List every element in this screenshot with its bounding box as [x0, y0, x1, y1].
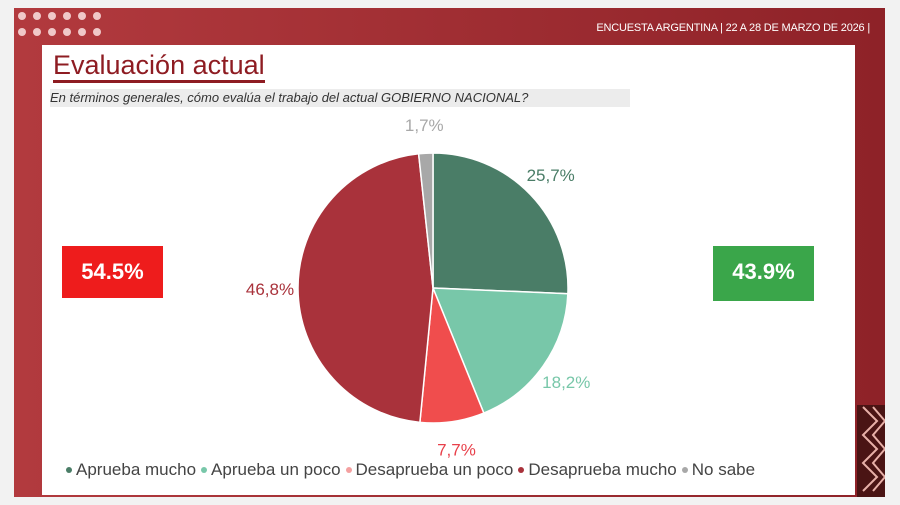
legend-dot-icon [681, 467, 688, 473]
legend-item: Desaprueba un poco [345, 460, 514, 480]
page-title: Evaluación actual [53, 50, 265, 83]
legend-label: Aprueba un poco [211, 460, 341, 479]
pie-slice-1 [431, 287, 569, 415]
data-label: 7,7% [437, 440, 476, 459]
legend-dot-icon [66, 467, 72, 473]
legend-dot-icon [518, 467, 525, 473]
pie-slice-3 [297, 152, 434, 424]
data-label: 18,2% [542, 373, 590, 392]
data-label: 1,7% [405, 116, 444, 135]
decorative-dots [18, 12, 101, 36]
legend-item: Aprueba mucho [66, 460, 196, 480]
approve-total: 43.9% [713, 246, 814, 301]
question: En términos generales, cómo evalúa el tr… [50, 89, 630, 107]
data-label: 25,7% [527, 166, 575, 185]
legend-label: No sabe [691, 460, 756, 479]
disapprove-total: 54.5% [62, 246, 163, 298]
legend-item: No sabe [681, 460, 756, 480]
pie-slice-4 [417, 152, 434, 289]
legend-label: Desaprueba un poco [355, 460, 514, 479]
legend-dot-icon [345, 467, 352, 473]
legend-label: Desaprueba mucho [528, 460, 677, 479]
pie-slice-0 [432, 152, 569, 295]
chevron-decoration [857, 405, 885, 497]
legend-item: Aprueba un poco [201, 460, 341, 480]
legend-dot-icon [201, 467, 208, 473]
legend-label: Aprueba mucho [76, 460, 197, 479]
data-label: 46,8% [246, 280, 294, 299]
legend-item: Desaprueba mucho [518, 460, 677, 480]
legend: Aprueba mucho Aprueba un poco Desaprueba u… [66, 460, 755, 480]
survey-header: ENCUESTA ARGENTINA | 22 A 28 DE MARZO DE… [596, 22, 870, 34]
